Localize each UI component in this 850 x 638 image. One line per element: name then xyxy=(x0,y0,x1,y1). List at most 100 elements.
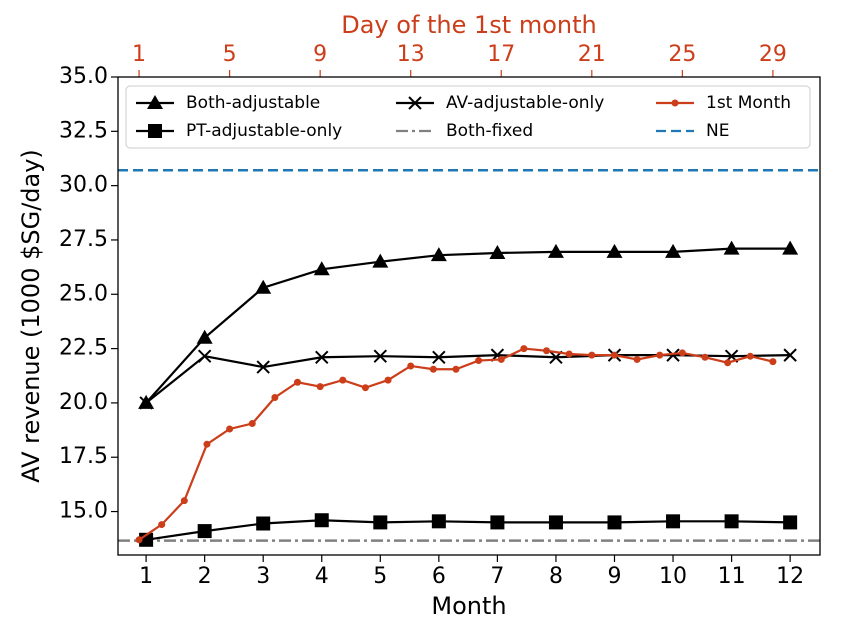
marker-dot xyxy=(497,355,505,363)
marker-dot xyxy=(671,99,679,107)
marker-dot xyxy=(452,365,460,373)
marker-dot xyxy=(724,359,732,367)
marker-square xyxy=(256,516,271,531)
marker-dot xyxy=(588,351,596,359)
marker-triangle xyxy=(147,95,163,109)
x-tick-label: 10 xyxy=(659,564,687,589)
marker-dot xyxy=(610,351,618,359)
marker-triangle xyxy=(255,279,272,294)
x2-tick-label: 9 xyxy=(313,42,327,67)
x-tick-label: 3 xyxy=(256,564,270,589)
marker-dot xyxy=(294,378,302,386)
marker-dot xyxy=(361,384,369,392)
legend: Both-adjustable PT-adjustable-only AV-adju… xyxy=(125,85,811,149)
marker-dot xyxy=(203,440,211,448)
plot-frame xyxy=(117,76,821,556)
x-axis-label: Month xyxy=(431,592,506,620)
marker-dot xyxy=(543,347,551,355)
marker-dot xyxy=(475,357,483,365)
series-line xyxy=(145,519,791,541)
y-tick-label: 25.0 xyxy=(59,281,108,306)
y-tick-label: 32.5 xyxy=(59,118,108,143)
x2-tick-label: 1 xyxy=(132,42,146,67)
marker-triangle xyxy=(723,240,740,255)
x-tick-label: 4 xyxy=(315,564,329,589)
y-tick-label: 22.5 xyxy=(59,336,108,361)
x-tick-label: 1 xyxy=(139,564,153,589)
marker-dot xyxy=(633,355,641,363)
marker-square xyxy=(548,515,563,530)
x-tick-label: 9 xyxy=(607,564,621,589)
x-tick-label: 7 xyxy=(490,564,504,589)
marker-square xyxy=(666,514,681,529)
marker-dot xyxy=(656,351,664,359)
legend-box xyxy=(125,85,811,149)
marker-triangle xyxy=(547,243,564,258)
x2-tick-label: 25 xyxy=(668,42,696,67)
x-tick-label: 8 xyxy=(549,564,563,589)
marker-square xyxy=(148,124,162,138)
x-tick-label: 2 xyxy=(198,564,212,589)
marker-dot xyxy=(407,362,415,370)
marker-x xyxy=(783,348,797,362)
marker-dot xyxy=(271,393,279,401)
marker-x xyxy=(139,396,153,410)
y-tick-label: 15.0 xyxy=(59,499,108,524)
x2-tick-label: 29 xyxy=(759,42,787,67)
marker-dot xyxy=(180,497,188,505)
x-tick-label: 6 xyxy=(432,564,446,589)
marker-triangle xyxy=(606,243,623,258)
x2-tick-label: 5 xyxy=(223,42,237,67)
y-tick-label: 35.0 xyxy=(59,64,108,89)
y-tick-label: 27.5 xyxy=(59,227,108,252)
marker-x xyxy=(315,350,329,364)
marker-triangle xyxy=(372,253,389,268)
x-tick-label: 5 xyxy=(373,564,387,589)
marker-dot xyxy=(316,383,324,391)
marker-dot xyxy=(248,420,256,428)
series-line xyxy=(145,247,791,404)
marker-square xyxy=(431,514,446,529)
marker-x xyxy=(432,350,446,364)
marker-square xyxy=(607,515,622,530)
y-tick-label: 17.5 xyxy=(59,444,108,469)
marker-dot xyxy=(746,352,754,360)
marker-square xyxy=(373,515,388,530)
marker-dot xyxy=(339,376,347,384)
marker-square xyxy=(314,513,329,528)
marker-triangle xyxy=(489,244,506,259)
marker-dot xyxy=(384,376,392,384)
marker-dot xyxy=(520,345,528,353)
marker-square xyxy=(197,524,212,539)
marker-square xyxy=(724,514,739,529)
marker-triangle xyxy=(665,243,682,258)
x2-axis-label: Day of the 1st month xyxy=(341,11,597,39)
marker-dot xyxy=(429,365,437,373)
marker-dot xyxy=(769,358,777,366)
marker-dot xyxy=(701,353,709,361)
marker-square xyxy=(490,515,505,530)
marker-x xyxy=(256,360,270,374)
legend-label: NE xyxy=(706,121,729,141)
legend-label: PT-adjustable-only xyxy=(186,121,342,141)
y-tick-label: 30.0 xyxy=(59,173,108,198)
x2-tick-label: 17 xyxy=(487,42,515,67)
series-line xyxy=(145,354,791,404)
legend-label: 1st Month xyxy=(706,93,791,113)
x-tick-label: 11 xyxy=(718,564,746,589)
marker-x xyxy=(666,348,680,362)
legend-label: Both-fixed xyxy=(446,121,533,141)
x2-tick-label: 21 xyxy=(578,42,606,67)
series-line xyxy=(138,347,774,541)
y-tick-label: 20.0 xyxy=(59,390,108,415)
marker-triangle xyxy=(313,261,330,276)
marker-x xyxy=(408,96,422,110)
marker-triangle xyxy=(196,329,213,344)
x2-tick-label: 13 xyxy=(397,42,425,67)
marker-x xyxy=(197,349,212,363)
marker-dot xyxy=(678,349,686,357)
marker-dot xyxy=(226,425,234,433)
x-tick-label: 12 xyxy=(776,564,804,589)
